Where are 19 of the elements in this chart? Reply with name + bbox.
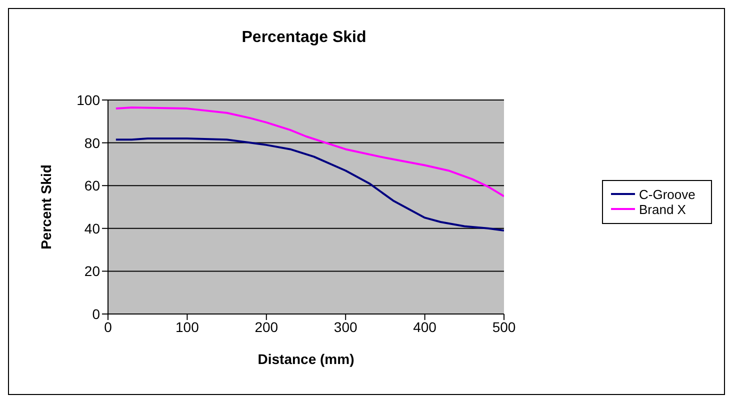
x-tick-label: 100 bbox=[176, 318, 200, 335]
y-tick-label: 100 bbox=[76, 92, 100, 108]
y-tick-label: 20 bbox=[84, 263, 100, 280]
y-tick-label: 80 bbox=[84, 134, 100, 151]
x-axis-title: Distance (mm) bbox=[258, 351, 354, 367]
line-series bbox=[114, 138, 504, 232]
y-tick-label: 0 bbox=[92, 306, 100, 322]
legend-label: C-Groove bbox=[638, 186, 696, 202]
x-tick-label: 400 bbox=[413, 318, 437, 335]
x-tick-label: 300 bbox=[334, 318, 358, 335]
legend-label: Brand X bbox=[638, 202, 687, 216]
y-tick-label: 60 bbox=[84, 178, 100, 194]
x-tick-label: 200 bbox=[254, 318, 278, 335]
y-axis-title: Percent Skid bbox=[38, 164, 54, 250]
x-tick-label: 0 bbox=[104, 318, 112, 335]
y-tick-label: 40 bbox=[84, 220, 100, 236]
line-series bbox=[114, 106, 504, 198]
chart-title: Percentage Skid bbox=[240, 29, 368, 47]
x-tick-label: 500 bbox=[492, 318, 516, 335]
